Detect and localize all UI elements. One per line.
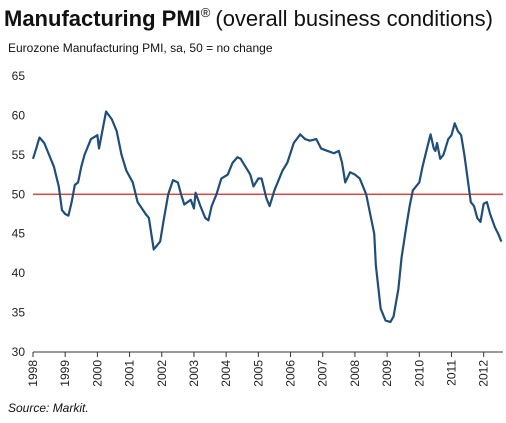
x-tick-label: 2004 <box>219 360 233 387</box>
y-tick-label: 50 <box>12 187 26 201</box>
x-tick-label: 2002 <box>155 360 169 387</box>
chart-title: Manufacturing PMI <box>4 6 201 31</box>
x-tick-label: 2009 <box>380 360 394 387</box>
x-tick-label: 2006 <box>284 360 298 387</box>
title-superscript: ® <box>201 5 211 20</box>
x-tick-label: 2001 <box>123 360 137 387</box>
x-tick-label: 2011 <box>444 360 458 386</box>
y-tick-label: 45 <box>12 227 26 241</box>
y-tick-label: 30 <box>12 345 26 359</box>
x-tick-label: 2012 <box>477 360 491 387</box>
y-tick-label: 55 <box>12 148 26 162</box>
x-tick-label: 1999 <box>58 360 72 387</box>
chart-title-group: Manufacturing PMI® (overall business cond… <box>4 5 493 31</box>
y-tick-label: 35 <box>12 306 26 320</box>
y-tick-label: 60 <box>12 108 26 122</box>
x-tick-label: 2005 <box>251 360 265 387</box>
y-tick-label: 40 <box>12 266 26 280</box>
x-tick-label: 2000 <box>90 360 104 387</box>
x-tick-label: 1998 <box>26 360 40 387</box>
x-tick-label: 2003 <box>187 360 201 387</box>
y-tick-label: 65 <box>12 69 26 83</box>
x-tick-label: 2010 <box>412 360 426 387</box>
x-tick-label: 2007 <box>316 360 330 387</box>
x-tick-label: 2008 <box>348 360 362 387</box>
source-note: Source: Markit. <box>8 401 89 415</box>
title-suffix: (overall business conditions) <box>215 6 493 31</box>
line-series <box>31 110 503 324</box>
chart-subtitle: Eurozone Manufacturing PMI, sa, 50 = no … <box>8 41 273 55</box>
